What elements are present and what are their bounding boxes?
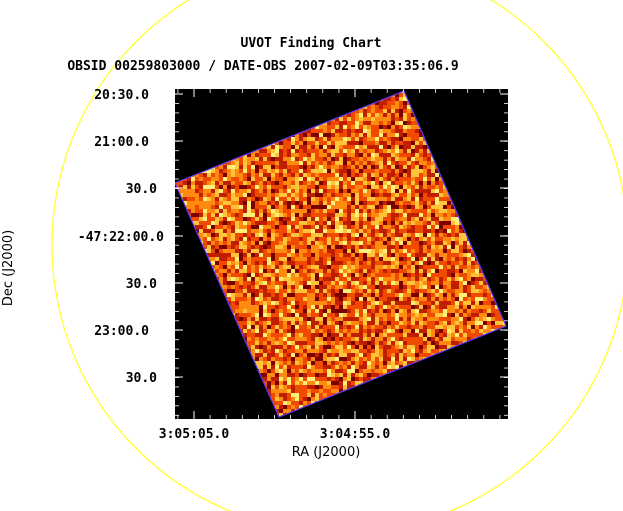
y-tick-label: 20:30.0 <box>94 88 149 103</box>
exposure-frame-edge <box>175 90 507 418</box>
y-tick-label: 30.0 <box>126 182 157 197</box>
y-tick-label: 30.0 <box>126 371 157 386</box>
y-tick-label: -47:22:00.0 <box>78 230 164 245</box>
chart-title: UVOT Finding Chart <box>241 36 382 51</box>
x-tick-label: 3:05:05.0 <box>159 427 230 442</box>
y-tick-label: 30.0 <box>126 277 157 292</box>
x-tick-labels: 3:05:05.0 3:04:55.0 <box>159 427 391 442</box>
x-axis-label: RA (J2000) <box>292 445 361 460</box>
axis-ticks <box>175 89 508 419</box>
y-tick-label: 21:00.0 <box>94 135 149 150</box>
chart-subtitle: OBSID 00259803000 / DATE-OBS 2007-02-09T… <box>67 59 458 74</box>
field-of-view-circle <box>51 0 623 511</box>
y-tick-labels: 20:30.0 21:00.0 30.0 -47:22:00.0 30.0 23… <box>78 88 164 386</box>
x-tick-label: 3:04:55.0 <box>320 427 391 442</box>
y-tick-label: 23:00.0 <box>94 324 149 339</box>
y-axis-label: Dec (J2000) <box>1 230 16 306</box>
